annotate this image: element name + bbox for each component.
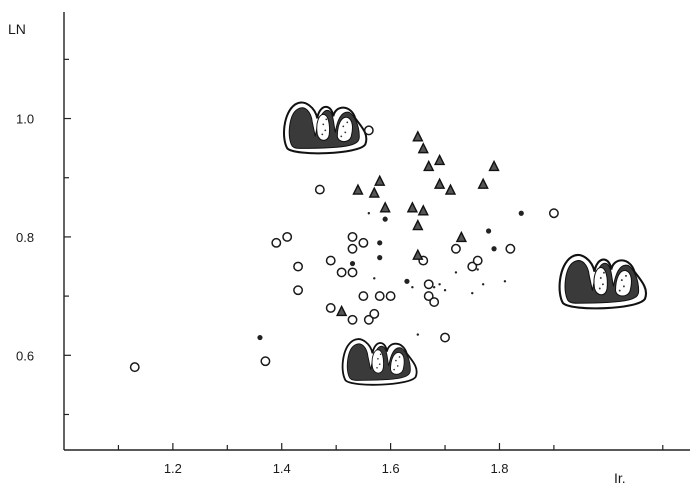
- triangle-point: [412, 248, 424, 260]
- open-circle-point: [129, 362, 140, 373]
- filled-dot-point: [377, 255, 383, 261]
- open-circle-point: [467, 261, 478, 272]
- filled-dot-point: [404, 278, 410, 284]
- open-circle-point: [314, 184, 325, 195]
- small-dot-point: [471, 291, 474, 295]
- y-axis-label: LN: [8, 21, 26, 37]
- triangle-point: [417, 142, 429, 154]
- open-circle-point: [325, 302, 336, 313]
- filled-dot-point: [518, 210, 524, 216]
- heart-cross-section-icon: [558, 254, 647, 310]
- x-tick-label: 1.6: [382, 461, 400, 476]
- triangle-point: [488, 159, 500, 172]
- filled-dot-point: [377, 240, 383, 246]
- triangle-point: [374, 174, 386, 186]
- open-circle-point: [423, 291, 434, 302]
- triangle-point: [417, 204, 429, 216]
- small-dot-point: [503, 280, 507, 283]
- open-circle-point: [325, 255, 336, 266]
- small-dot-point: [416, 333, 420, 336]
- triangle-point: [412, 219, 424, 231]
- triangle-point: [444, 183, 457, 195]
- filled-dot-point: [485, 228, 492, 234]
- small-dot-point: [481, 283, 485, 286]
- triangle-point: [477, 177, 489, 189]
- points-layer: [129, 125, 559, 373]
- triangle-point: [412, 130, 424, 142]
- open-circle-point: [347, 231, 358, 242]
- triangle-point: [433, 177, 446, 189]
- open-circle-point: [358, 237, 369, 248]
- open-circle-point: [336, 267, 347, 278]
- y-tick-label: 0.8: [16, 230, 34, 245]
- small-dot-point: [476, 268, 479, 271]
- open-circle-point: [423, 279, 434, 290]
- open-circle-point: [429, 297, 440, 307]
- open-circle-point: [369, 308, 380, 319]
- open-circle-point: [358, 291, 369, 302]
- small-dot-point: [373, 277, 376, 280]
- open-circle-point: [347, 314, 358, 325]
- insets-layer: [283, 101, 647, 386]
- small-dot-point: [432, 286, 436, 289]
- triangle-point: [423, 159, 435, 172]
- open-circle-point: [385, 291, 396, 302]
- open-circle-point: [293, 285, 304, 296]
- triangle-point: [379, 201, 391, 213]
- x-tick-label: 1.2: [164, 461, 182, 476]
- open-circle-point: [505, 243, 516, 254]
- small-dot-point: [438, 283, 441, 286]
- ticks-layer: 1.2 1.4 1.6 1.8 0.6 0.8 1.0: [16, 58, 664, 476]
- heart-cross-section-icon: [283, 101, 368, 155]
- open-circle-point: [271, 237, 282, 248]
- open-circle-point: [282, 231, 293, 242]
- open-circle-point: [374, 291, 385, 302]
- triangle-point: [335, 304, 348, 317]
- triangle-point: [368, 186, 380, 198]
- open-circle-point: [293, 261, 304, 272]
- open-circle-point: [472, 255, 483, 266]
- open-circle-point: [450, 243, 461, 254]
- axes-layer: [63, 12, 690, 451]
- filled-dot-point: [257, 334, 263, 341]
- triangle-point: [406, 201, 419, 213]
- open-circle-point: [260, 356, 271, 367]
- small-dot-point: [443, 288, 447, 292]
- open-circle-point: [440, 332, 450, 343]
- open-circle-point: [347, 243, 358, 254]
- y-tick-label: 1.0: [16, 112, 34, 127]
- filled-dot-point: [491, 246, 497, 252]
- small-dot-point: [454, 271, 458, 274]
- triangle-point: [433, 153, 446, 166]
- open-circle-point: [548, 208, 559, 219]
- small-dot-point: [411, 286, 414, 289]
- open-circle-point: [363, 125, 374, 136]
- heart-cross-section-icon: [341, 338, 418, 386]
- open-circle-point: [347, 267, 358, 278]
- x-tick-label: 1.4: [273, 461, 291, 476]
- filled-dot-point: [382, 216, 388, 222]
- x-axis-label: Ir.: [614, 470, 626, 486]
- small-dot-point: [367, 212, 371, 215]
- triangle-point: [455, 230, 468, 243]
- triangle-point: [352, 183, 364, 195]
- open-circle-point: [363, 314, 374, 325]
- filled-dot-point: [349, 260, 356, 267]
- x-tick-label: 1.8: [490, 461, 508, 476]
- y-tick-label: 0.6: [16, 348, 34, 363]
